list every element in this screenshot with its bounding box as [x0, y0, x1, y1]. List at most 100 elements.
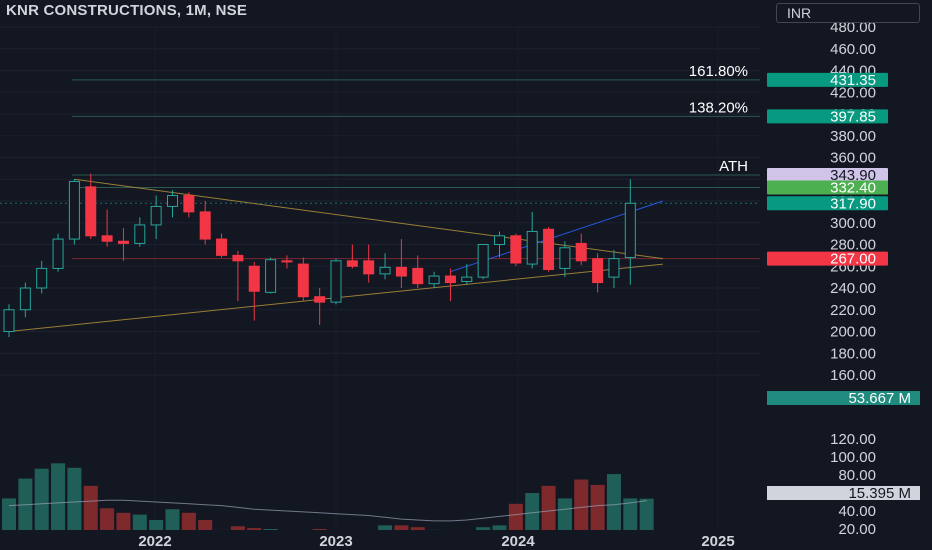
candle-body: [608, 258, 620, 278]
price-axis[interactable]: 160.00180.00200.00220.00240.00260.00280.…: [830, 19, 876, 538]
candle-body: [592, 258, 604, 284]
time-axis[interactable]: 2022 2023 2024 2025: [138, 533, 734, 550]
volume-bar: [476, 527, 491, 530]
candle-body: [428, 275, 440, 285]
time-tick-label: 2022: [138, 533, 171, 550]
level-label: 138.20%: [689, 99, 748, 116]
candle-body: [150, 205, 162, 226]
price-tick-label: 460.00: [830, 41, 876, 58]
candle-body: [297, 263, 309, 298]
volume-bar: [590, 484, 605, 530]
volume-tick-label: 40.00: [838, 503, 876, 520]
volume-bar: [525, 493, 540, 530]
candle-body: [494, 235, 505, 246]
candle-body: [314, 296, 326, 303]
volume-bar: [34, 468, 49, 530]
volume-bar: [116, 512, 131, 530]
price-badge-label: 343.90: [830, 167, 876, 184]
volume-bar: [100, 508, 115, 530]
price-badge: [767, 109, 888, 124]
volume-bar: [230, 526, 245, 530]
volume-bar: [263, 529, 278, 530]
time-tick-label: 2025: [701, 533, 734, 550]
candle-body: [199, 211, 211, 240]
volume-tick-label: 100.00: [830, 449, 876, 466]
volume-bar: [83, 485, 98, 530]
candle-body: [330, 260, 342, 303]
price-tick-label: 480.00: [830, 19, 876, 36]
volume-bar: [149, 520, 164, 530]
candle-body: [134, 224, 146, 244]
candle-body: [559, 247, 571, 269]
candle-body: [117, 240, 129, 244]
volume-bar: [247, 528, 262, 530]
candle-body: [85, 186, 97, 237]
price-tick-label: 200.00: [830, 324, 876, 341]
candle-body: [167, 195, 178, 207]
price-badge: [767, 168, 888, 183]
volume-badge-label: 53.667 M: [848, 390, 911, 407]
volume-bar: [51, 463, 66, 530]
volume-ma-badge-label: 15.395 M: [848, 485, 911, 502]
chart-grid: [0, 26, 760, 530]
price-badge-label: 397.85: [830, 108, 876, 125]
price-tick-label: 360.00: [830, 150, 876, 167]
volume-bar: [181, 512, 196, 530]
volume-bar: [312, 529, 327, 530]
price-badge-label: 332.40: [830, 180, 876, 197]
price-badge-label: 267.00: [830, 251, 876, 268]
price-tick-label: 380.00: [830, 128, 876, 145]
candle-body: [543, 228, 555, 271]
volume-bar: [378, 525, 393, 530]
volume-bar: [394, 525, 409, 530]
level-label: 161.80%: [689, 63, 748, 80]
horizontal-levels: 161.80% 138.20% ATH: [0, 63, 760, 260]
candle-body: [363, 260, 375, 275]
volume-bar: [492, 525, 507, 530]
candle-body: [216, 238, 228, 256]
price-tick-label: 220.00: [830, 302, 876, 319]
volume-badge: [767, 391, 920, 405]
price-tick-label: 180.00: [830, 345, 876, 362]
price-badge-label: 317.90: [830, 195, 876, 212]
chart-title: KNR CONSTRUCTIONS, 1M, NSE: [6, 2, 248, 19]
candle-body: [379, 266, 391, 275]
volume-bar: [198, 520, 213, 530]
volume-ma-badge: [767, 486, 920, 500]
volume-bar: [132, 514, 147, 530]
candle-body: [19, 287, 31, 311]
candle-body: [510, 235, 522, 264]
candle-body: [624, 202, 636, 259]
price-badge: [767, 251, 888, 266]
volume-ma-line: [8, 499, 647, 522]
level-label: ATH: [719, 158, 748, 175]
price-badge: [767, 72, 888, 87]
candle-body: [346, 260, 358, 267]
candle-body: [248, 265, 260, 292]
candle-body: [477, 244, 489, 278]
volume-bar: [557, 498, 572, 530]
volume-pane: [2, 463, 654, 530]
volume-bar: [623, 498, 638, 530]
volume-tick-label: 20.00: [838, 521, 876, 538]
volume-bar: [639, 498, 654, 530]
time-tick-label: 2023: [319, 533, 352, 550]
volume-bar: [541, 485, 556, 530]
candle-body: [36, 267, 48, 289]
price-badge-label: 431.35: [830, 72, 876, 89]
volume-bar: [2, 498, 16, 530]
price-tick-label: 280.00: [830, 237, 876, 254]
candle-body: [281, 260, 293, 263]
price-tick-label: 240.00: [830, 280, 876, 297]
candle-body: [395, 266, 407, 277]
candle-body: [183, 195, 195, 213]
candle-body: [3, 309, 15, 332]
price-badge: [767, 196, 888, 211]
currency-selector[interactable]: INR: [776, 3, 920, 23]
price-tick-label: 160.00: [830, 367, 876, 384]
volume-tick-label: 120.00: [830, 431, 876, 448]
volume-bar: [410, 527, 425, 530]
candle-body: [526, 230, 538, 265]
